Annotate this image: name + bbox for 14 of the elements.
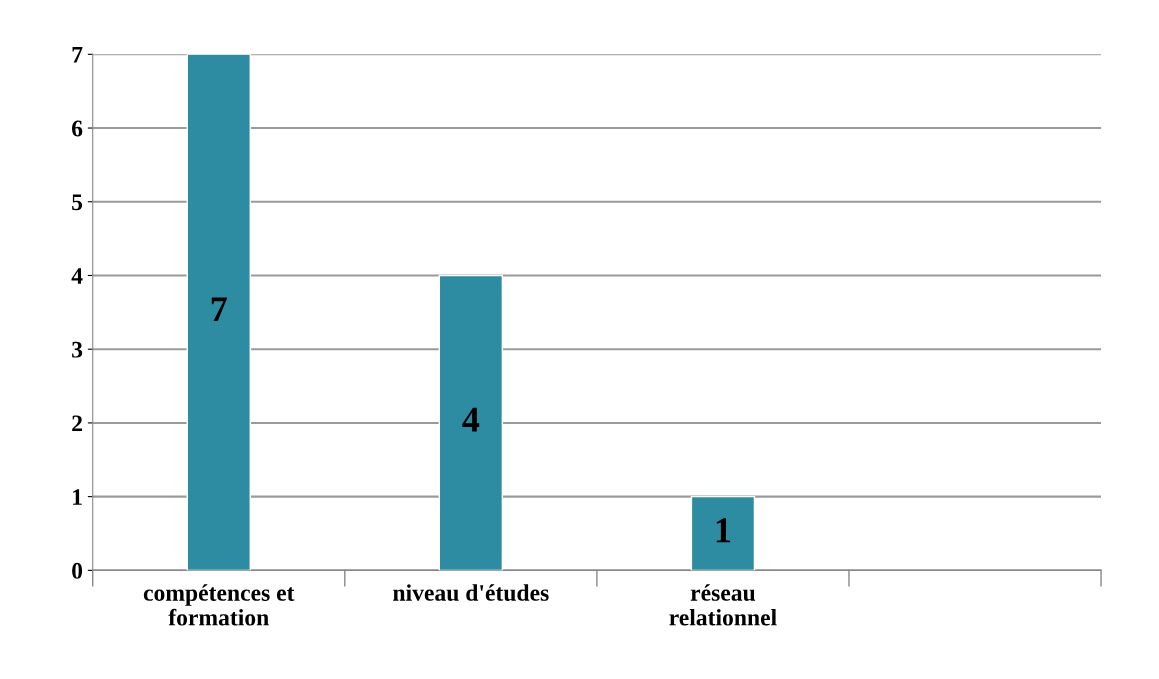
y-tick-label: 5 xyxy=(72,194,83,211)
y-tick-label: 1 xyxy=(73,489,82,505)
y-tick-label: 2 xyxy=(72,415,82,432)
x-tick-label: compétences et formation xyxy=(143,584,295,626)
y-tick-label: 0 xyxy=(72,562,83,579)
y-tick-label: 3 xyxy=(72,341,83,358)
y-tick-label: 7 xyxy=(72,47,83,63)
data-label: 4 xyxy=(462,407,480,432)
y-tick-label: 4 xyxy=(71,268,83,284)
data-label: 1 xyxy=(716,518,731,543)
y-tick-label: 6 xyxy=(72,120,83,137)
data-label: 7 xyxy=(211,297,227,322)
x-tick-label: niveau d'études xyxy=(393,584,549,601)
x-tick-label: réseau relationnel xyxy=(669,584,777,626)
